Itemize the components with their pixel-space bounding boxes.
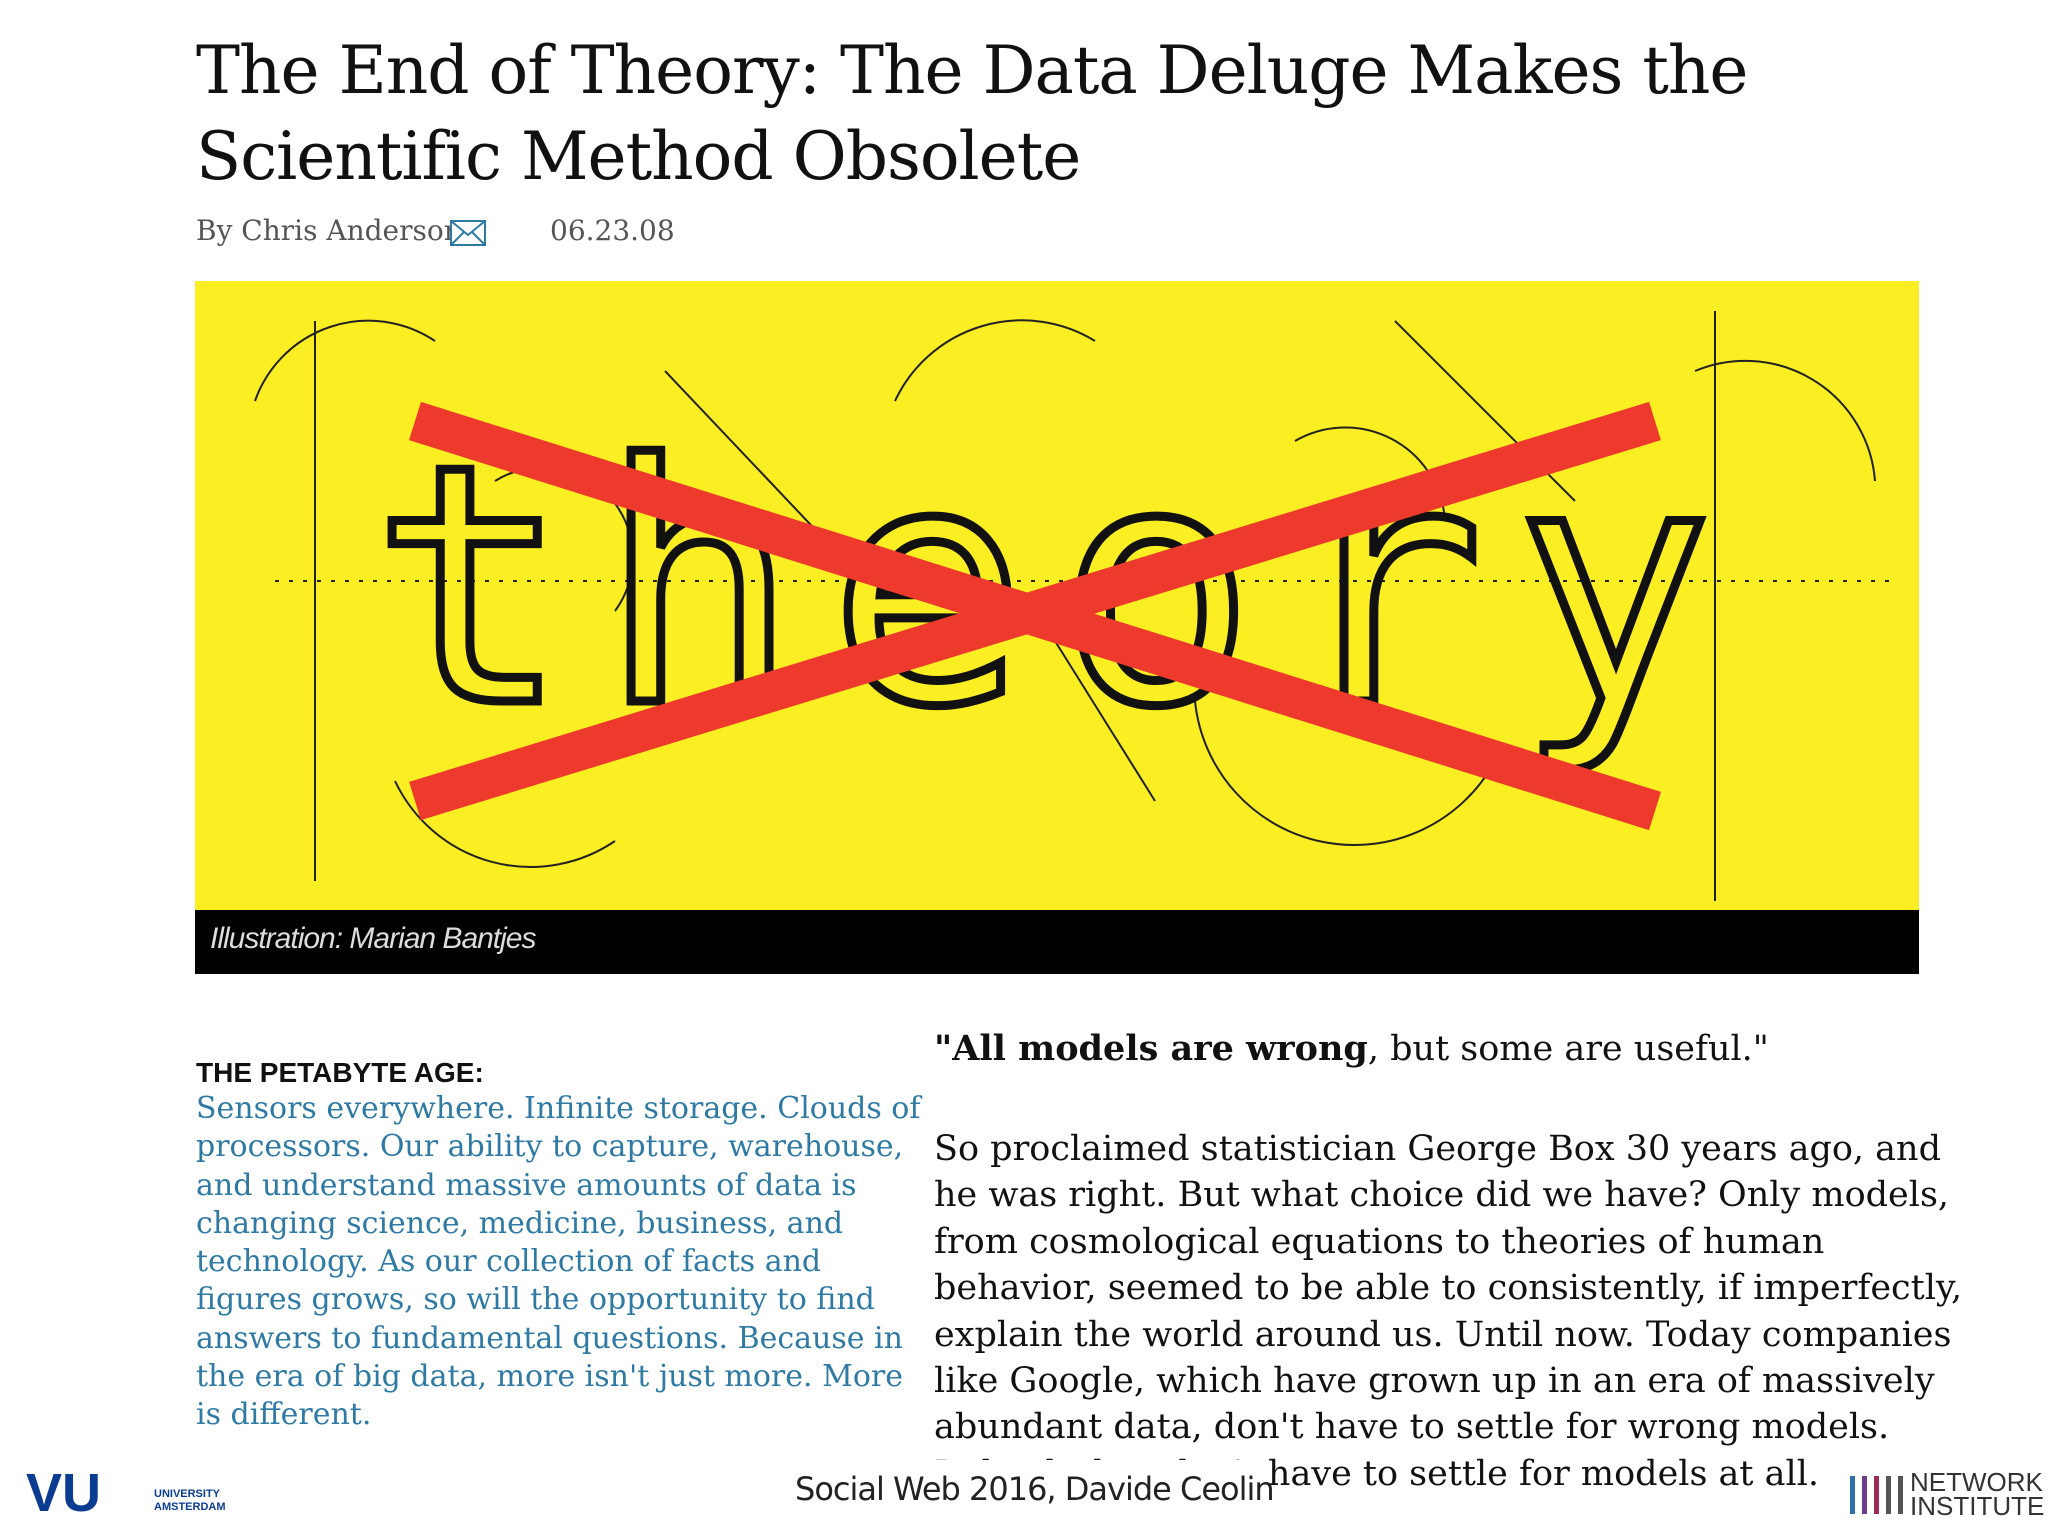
sidebar-text: Sensors everywhere. Infinite storage. Cl… xyxy=(196,1090,920,1435)
author: By Chris Anderson xyxy=(196,214,462,247)
quote: "All models are wrong, but some are usef… xyxy=(934,1028,1769,1069)
network-institute: NETWORK INSTITUTE xyxy=(1910,1467,2045,1521)
vu-logo: VU xyxy=(26,1463,102,1523)
caption: Illustration: Marian Bantjes xyxy=(210,922,536,955)
illustration: theory xyxy=(195,281,1919,911)
article-line: So proclaimed statistician George Box 30… xyxy=(934,1129,1941,1169)
footer-mask xyxy=(780,1460,1260,1520)
article-line: explain the world around us. Until now. … xyxy=(934,1314,1952,1355)
mail-icon[interactable] xyxy=(450,220,486,246)
article-body: So proclaimed statistician George Box 30… xyxy=(934,1126,1962,1497)
article-title: The End of Theory: The Data Deluge Makes… xyxy=(196,32,1748,195)
sidebar-line: figures grows, so will the opportunity t… xyxy=(196,1282,875,1318)
sidebar-line: Sensors everywhere. Infinite storage. Cl… xyxy=(196,1091,921,1126)
quote-bold: "All models are wrong xyxy=(934,1028,1368,1069)
date: 06.23.08 xyxy=(550,214,675,247)
vu-logo-sub: UNIVERSITY AMSTERDAM xyxy=(154,1488,226,1513)
sidebar-line: technology. As our collection of facts a… xyxy=(196,1244,822,1280)
article-line: abundant data, don't have to settle for … xyxy=(934,1407,1890,1448)
sidebar-heading: THE PETABYTE AGE: xyxy=(196,1057,484,1088)
sidebar-line: is different. xyxy=(196,1397,372,1433)
article-line: from cosmological equations to theories … xyxy=(934,1221,1825,1262)
sidebar-line: changing science, medicine, business, an… xyxy=(196,1205,844,1241)
sidebar-line: answers to fundamental questions. Becaus… xyxy=(196,1320,903,1356)
network-logo-bars xyxy=(1850,1476,1903,1514)
footer-text: Social Web 2016, Davide Ceolin xyxy=(795,1470,1275,1508)
quote-rest: , but some are useful." xyxy=(1367,1029,1769,1069)
sidebar-line: processors. Our ability to capture, ware… xyxy=(196,1129,904,1165)
article-line: behavior, seemed to be able to consisten… xyxy=(934,1268,1963,1309)
article-line: like Google, which have grown up in an e… xyxy=(934,1361,1935,1402)
sidebar-line: and understand massive amounts of data i… xyxy=(196,1167,857,1203)
caption-bar xyxy=(195,910,1919,974)
article-line: he was right. But what choice did we hav… xyxy=(934,1175,1950,1216)
sidebar-line: the era of big data, more isn't just mor… xyxy=(196,1359,903,1395)
